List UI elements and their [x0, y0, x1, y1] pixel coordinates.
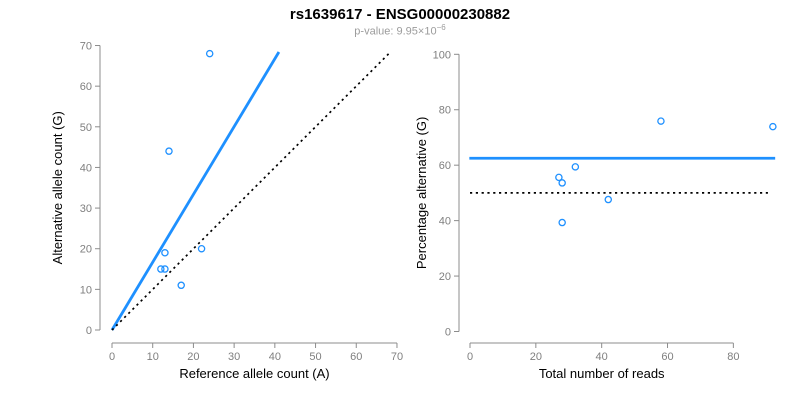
y-tick-label: 80	[439, 105, 451, 117]
x-tick-label: 20	[187, 351, 199, 363]
data-point	[161, 265, 169, 273]
y-tick-label: 40	[80, 162, 92, 174]
y-tick-label: 50	[80, 122, 92, 134]
x-tick-label: 0	[109, 351, 115, 363]
y-tick-label: 10	[80, 284, 92, 296]
pvalue-text: p-value: 9.95×10	[354, 25, 437, 38]
data-point	[558, 179, 566, 187]
y-tick-label: 60	[439, 160, 451, 172]
y-tick-label: 100	[433, 49, 451, 61]
x-axis-label: Reference allele count (A)	[179, 366, 329, 381]
x-tick-label: 80	[727, 351, 739, 363]
y-tick-label: 20	[439, 271, 451, 283]
y-tick-label: 30	[80, 203, 92, 215]
x-tick-label: 50	[309, 351, 321, 363]
y-tick-label: 20	[80, 244, 92, 256]
data-point	[571, 163, 580, 171]
data-point	[555, 173, 563, 182]
pvalue-exponent: −6	[436, 23, 446, 32]
left-allele-count-plot: 0 10 20 30 40 50 60 70 0 10 20 30 40 50 60 70 Reference …	[50, 41, 403, 381]
data-point	[205, 49, 214, 58]
fit-line	[110, 51, 281, 331]
y-tick-label: 70	[80, 41, 92, 53]
x-tick-label: 30	[228, 351, 240, 363]
x-tick-label: 70	[391, 351, 403, 363]
x-tick-label: 0	[467, 351, 473, 363]
x-tick-label: 20	[530, 351, 542, 363]
data-point	[197, 244, 206, 253]
y-axis-label: Percentage alternative (G)	[414, 117, 429, 269]
x-tick-label: 10	[147, 351, 159, 363]
data-point	[604, 195, 613, 204]
data-point	[157, 265, 165, 273]
figure-title: rs1639617 - ENSG00000230882	[289, 6, 511, 23]
data-point	[769, 122, 777, 131]
y-tick-label: 60	[80, 81, 92, 93]
data-point	[177, 281, 185, 290]
x-tick-label: 40	[269, 351, 281, 363]
data-point	[657, 117, 665, 125]
identity-line	[111, 53, 390, 331]
right-percentage-plot: 0 20 40 60 80 100 0 20 40 60 80 Total number of rea…	[414, 49, 777, 381]
x-tick-label: 60	[350, 351, 362, 363]
figure-subtitle: p-value: 9.95×10−6	[0, 23, 800, 38]
y-axis-label: Alternative allele count (G)	[50, 111, 65, 264]
data-point	[558, 218, 566, 227]
y-tick-label: 0	[86, 325, 92, 337]
x-tick-label: 60	[661, 351, 673, 363]
x-tick-label: 40	[596, 351, 608, 363]
data-point	[161, 249, 169, 257]
data-point	[165, 147, 173, 155]
x-axis-label: Total number of reads	[539, 366, 665, 381]
y-tick-label: 40	[439, 216, 451, 228]
y-tick-label: 0	[445, 327, 451, 339]
